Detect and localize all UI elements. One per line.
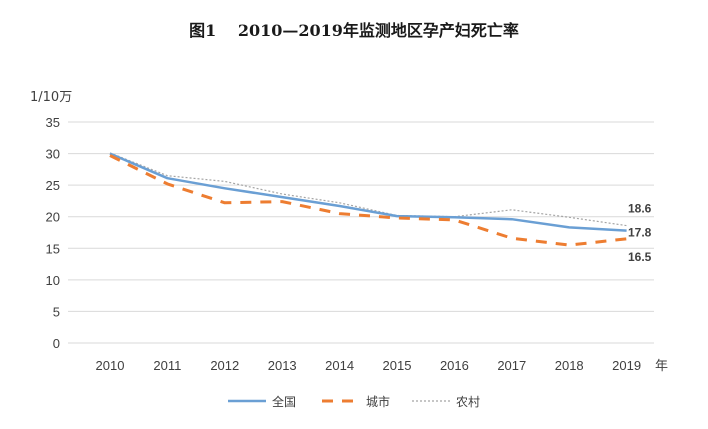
y-tick-label: 15 [46, 241, 60, 256]
y-tick-label: 35 [46, 115, 60, 130]
data-label: 17.8 [628, 226, 652, 240]
series-line-城市 [109, 154, 627, 247]
x-axis-ticks: 2010 2011 2012 2013 2014 2015 2016 2017 2018 2019 [96, 358, 642, 373]
legend-label: 城市 [366, 394, 390, 409]
series-line-全国 [109, 152, 627, 232]
x-tick-label: 2017 [497, 358, 526, 373]
y-axis-ticks: 0 5 10 15 20 25 30 35 [46, 115, 60, 351]
gridlines [68, 121, 654, 344]
x-axis-unit-label: 年 [655, 359, 668, 374]
y-tick-label: 5 [53, 304, 60, 319]
data-labels: 18.6 17.8 16.5 [628, 202, 652, 264]
y-tick-label: 25 [46, 178, 60, 193]
y-tick-label: 0 [53, 336, 60, 351]
x-tick-label: 2016 [440, 358, 469, 373]
legend: 全国 城市 农村 [228, 394, 480, 409]
x-tick-label: 2010 [96, 358, 125, 373]
series-lines [109, 152, 627, 247]
y-tick-label: 30 [46, 147, 60, 162]
y-tick-label: 20 [46, 210, 60, 225]
y-tick-label: 10 [46, 273, 60, 288]
x-tick-label: 2018 [555, 358, 584, 373]
x-tick-label: 2012 [210, 358, 239, 373]
legend-label: 全国 [272, 394, 296, 409]
data-label: 16.5 [628, 250, 652, 264]
x-tick-label: 2014 [325, 358, 354, 373]
x-tick-label: 2013 [268, 358, 297, 373]
data-label: 18.6 [628, 202, 652, 216]
legend-label: 农村 [456, 395, 480, 409]
series-line-农村 [109, 152, 627, 227]
chart-title: 图1 2010—2019年监测地区孕产妇死亡率 [189, 21, 519, 40]
x-tick-label: 2015 [383, 358, 412, 373]
y-axis-unit-label: 1/10万 [30, 90, 72, 105]
x-tick-label: 2019 [612, 358, 641, 373]
x-tick-label: 2011 [153, 358, 181, 373]
